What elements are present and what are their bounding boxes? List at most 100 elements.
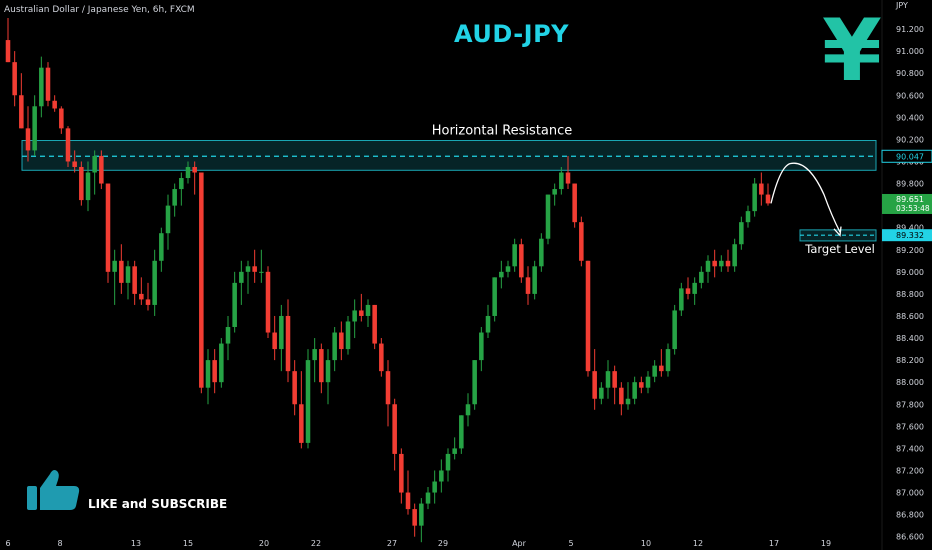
candle [265, 271, 271, 333]
x-tick-label: 17 [769, 539, 779, 548]
arrow-head [833, 226, 842, 237]
candle [239, 271, 244, 283]
resistance-zone [21, 139, 877, 171]
y-tick-label: 87.600 [896, 422, 924, 431]
candle [165, 205, 171, 234]
candle [705, 260, 711, 272]
x-tick-label: 19 [821, 539, 831, 548]
symbol-title: Australian Dollar / Japanese Yen, 6h, FX… [4, 5, 195, 15]
candle [599, 387, 604, 399]
candle [412, 509, 417, 526]
candle [365, 304, 371, 316]
candle [399, 453, 404, 493]
candle [392, 404, 397, 454]
candle [192, 166, 197, 173]
countdown-label: 03:53:48 [896, 204, 930, 213]
candle [45, 67, 51, 101]
y-tick-label: 90.800 [896, 69, 924, 78]
y-tick-label: 87.800 [896, 400, 924, 409]
y-tick-label: 86.600 [896, 533, 924, 542]
resistance-price-label: 90.047 [896, 152, 924, 161]
candle [605, 371, 611, 388]
candle [292, 371, 297, 405]
y-tick-label: 87.200 [896, 466, 924, 475]
y-tick-label: 90.200 [896, 135, 924, 144]
candle [112, 260, 117, 272]
candle [672, 310, 677, 350]
candle [712, 260, 717, 267]
candle [345, 321, 351, 350]
y-tick-label: 89.000 [896, 268, 924, 277]
candle [612, 371, 617, 388]
candle [639, 382, 644, 388]
candle [699, 271, 704, 283]
candle [485, 315, 491, 333]
candle [552, 189, 557, 195]
candle [285, 315, 291, 372]
current-price-tag [882, 193, 932, 214]
candle [72, 161, 77, 167]
x-tick-label: 27 [387, 539, 397, 548]
candle [739, 222, 744, 245]
y-tick-label: 87.400 [896, 444, 924, 453]
y-tick-label: 90.600 [896, 91, 924, 100]
candle [379, 343, 384, 372]
candle [679, 288, 684, 311]
x-tick-label: 13 [131, 539, 141, 548]
candle [579, 222, 584, 261]
y-tick-label: 91.200 [896, 25, 924, 34]
candle [119, 260, 124, 283]
y-tick-label: 88.400 [896, 334, 924, 343]
candle [152, 260, 157, 305]
candle [19, 95, 24, 129]
target-price-label: 89.332 [896, 231, 924, 240]
target-price-tag [882, 229, 932, 242]
candle [299, 404, 304, 443]
y-tick-label: 88.600 [896, 312, 924, 321]
x-tick-label: 12 [693, 539, 703, 548]
x-tick-label: 22 [311, 539, 321, 548]
candle [372, 304, 377, 344]
candle [132, 266, 137, 294]
candle [199, 172, 204, 388]
candle [79, 166, 84, 201]
candle [92, 155, 97, 173]
x-tick-label: Apr [512, 539, 527, 548]
candle [179, 178, 184, 190]
yen-icon: ¥ [822, 1, 882, 101]
current-price-label: 89.651 [896, 195, 924, 204]
candle [232, 282, 237, 328]
candle [532, 266, 537, 294]
candle [32, 106, 37, 151]
candle [279, 315, 284, 350]
candle [452, 448, 457, 454]
candle [745, 211, 751, 223]
target-label: Target Level [804, 242, 875, 256]
y-tick-label: 89.200 [896, 246, 924, 255]
candle [319, 349, 324, 383]
candle [259, 271, 264, 273]
candle [145, 299, 151, 305]
candle [572, 183, 577, 223]
resistance-price-tag [881, 149, 932, 163]
y-tick-label: 88.000 [896, 378, 924, 387]
like-subscribe-text: LIKE and SUBSCRIBE [88, 497, 228, 511]
candle [125, 266, 131, 283]
x-tick-label: 6 [5, 539, 10, 548]
candle [632, 382, 637, 399]
candle [212, 360, 217, 383]
candle [65, 128, 71, 162]
candle [225, 327, 231, 344]
candle [512, 244, 517, 267]
candle [505, 266, 511, 272]
projection-arrow [770, 162, 841, 233]
candle [752, 183, 757, 212]
candle [245, 266, 251, 272]
currency-label: JPY [895, 1, 908, 10]
candle [159, 233, 164, 261]
candle [172, 189, 177, 206]
candle [592, 371, 597, 399]
candle [25, 128, 31, 151]
